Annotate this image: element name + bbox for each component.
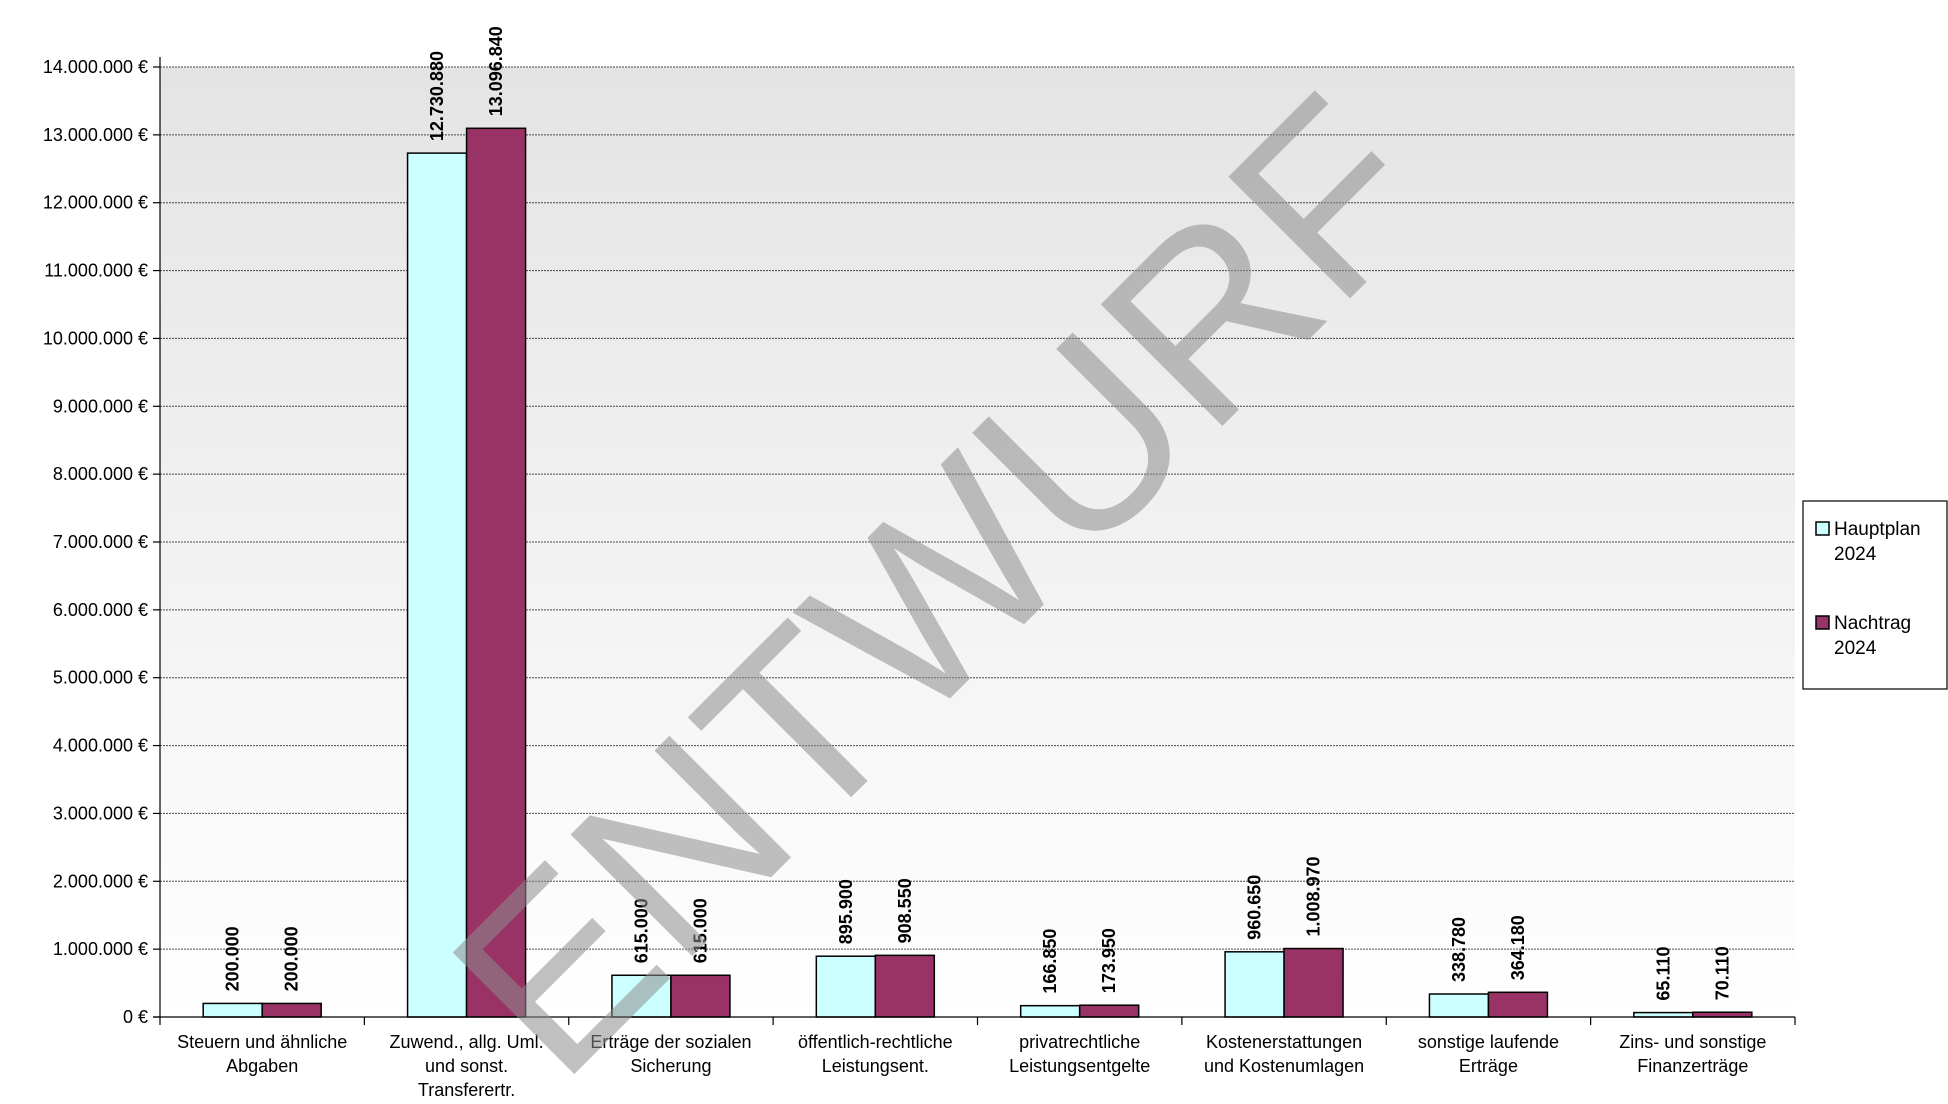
- x-tick-label: Steuern und ähnliche Abgaben: [177, 1032, 347, 1076]
- bar: [670, 974, 731, 1018]
- y-tick-label: 8.000.000 €: [53, 464, 148, 484]
- bar: [1692, 1011, 1753, 1018]
- y-tick-label: 3.000.000 €: [53, 803, 148, 823]
- data-labels: 200.000 200.000 12.730.880 13.096.840 615.00…: [223, 26, 1733, 1000]
- x-tick-label: öffentlich-rechtliche Leistungsent.: [798, 1032, 953, 1076]
- y-tick-label: 12.000.000 €: [43, 193, 148, 213]
- data-label: 12.730.880: [427, 51, 447, 141]
- bar: [465, 127, 527, 1018]
- data-label: 1.008.970: [1304, 856, 1324, 936]
- y-tick-label: 7.000.000 €: [53, 532, 148, 552]
- data-label: 166.850: [1040, 929, 1060, 994]
- bar: [1019, 1004, 1081, 1018]
- y-tick-label: 11.000.000 €: [44, 261, 148, 281]
- y-tick-label: 10.000.000 €: [43, 328, 148, 348]
- data-label: 200.000: [223, 926, 243, 991]
- bar: [1224, 951, 1285, 1018]
- y-tick-label: 9.000.000 €: [53, 396, 148, 416]
- legend: Hauptplan 2024 Nachtrag 2024: [1802, 500, 1948, 690]
- bar: [1633, 1011, 1694, 1018]
- data-label: 173.950: [1099, 928, 1119, 993]
- y-tick-label: 13.000.000 €: [43, 125, 148, 145]
- bar: [202, 1002, 263, 1018]
- bar: [815, 955, 877, 1018]
- gridlines: [160, 66, 1795, 950]
- legend-swatch: [1815, 521, 1830, 536]
- y-tick-label: 5.000.000 €: [53, 668, 148, 688]
- x-tick-label: Erträge der sozialen Sicherung: [590, 1032, 751, 1076]
- x-tick-label: Zuwend., allg. Uml. und sonst. Transferert…: [390, 1032, 544, 1100]
- bar: [1078, 1004, 1140, 1018]
- data-label: 908.550: [895, 878, 915, 943]
- data-label: 960.650: [1245, 875, 1265, 940]
- x-tick-label: Kostenerstattungen und Kostenumlagen: [1204, 1032, 1364, 1076]
- y-tick-label: 1.000.000 €: [53, 939, 148, 959]
- data-label: 70.110: [1712, 946, 1732, 1000]
- legend-label: Hauptplan 2024: [1834, 519, 1921, 565]
- bar: [1428, 993, 1490, 1018]
- x-tick-label: privatrechtliche Leistungsentgelte: [1009, 1032, 1150, 1076]
- bar: [1283, 947, 1344, 1018]
- data-label: 615.000: [690, 898, 710, 963]
- data-label: 895.900: [836, 879, 856, 944]
- bar: [261, 1002, 322, 1018]
- y-tick-label: 6.000.000 €: [53, 600, 148, 620]
- bar: [1487, 991, 1549, 1018]
- y-tick-label: 14.000.000 €: [43, 57, 148, 77]
- data-label: 65.110: [1653, 947, 1673, 1001]
- bar: [874, 954, 936, 1018]
- x-tick-label: Zins- und sonstige Finanzerträge: [1619, 1032, 1766, 1076]
- legend-swatch: [1815, 615, 1830, 630]
- data-label: 615.000: [631, 898, 651, 963]
- x-tick-label: sonstige laufende Erträge: [1418, 1032, 1559, 1076]
- legend-label: Nachtrag 2024: [1834, 613, 1911, 659]
- axes: 0 € 1.000.000 € 2.000.000 € 3.000.000 € 4.00…: [43, 57, 1796, 1100]
- y-tick-label: 4.000.000 €: [53, 736, 148, 756]
- bars: [202, 127, 1753, 1018]
- data-label: 200.000: [282, 926, 302, 991]
- data-label: 13.096.840: [486, 26, 506, 116]
- y-tick-label: 2.000.000 €: [53, 871, 148, 891]
- data-label: 338.780: [1449, 917, 1469, 982]
- y-tick-label: 0 €: [123, 1007, 148, 1027]
- data-label: 364.180: [1508, 915, 1528, 980]
